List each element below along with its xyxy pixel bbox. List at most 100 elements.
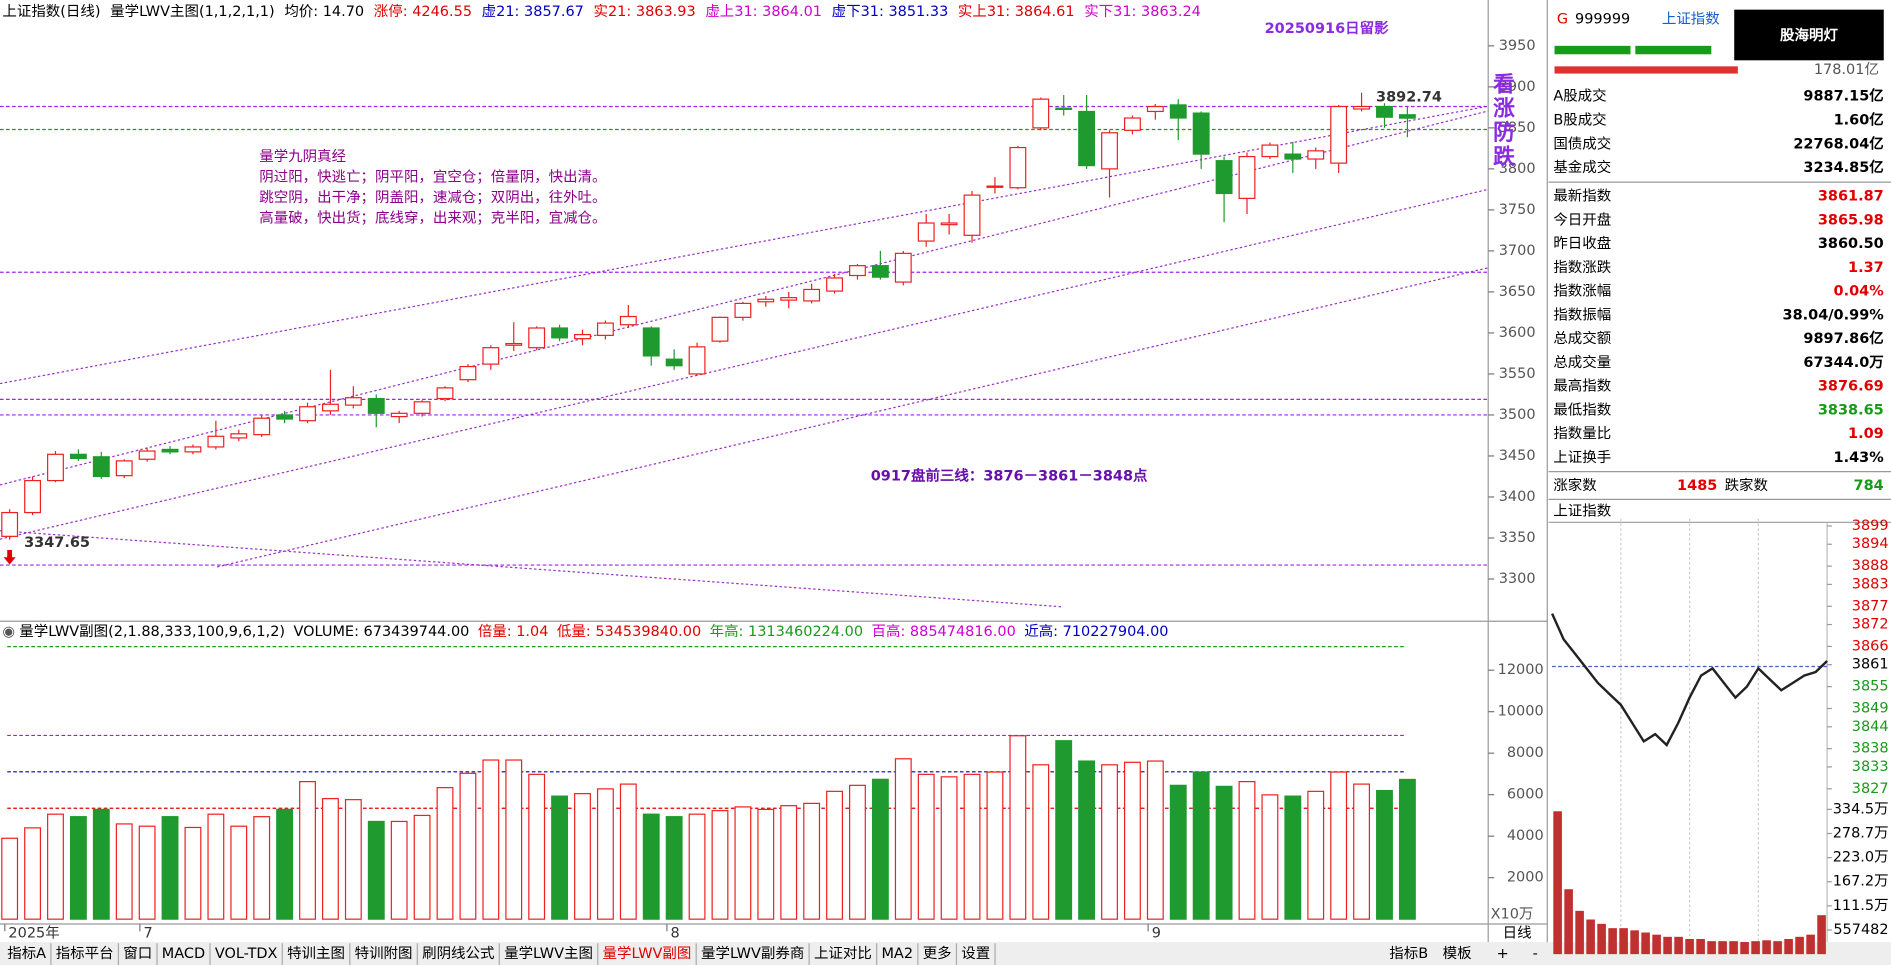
tab[interactable]: 刷阴线公式 [422,945,494,962]
y-tick-label: 3600 [1499,325,1536,341]
volume-bar [986,771,1004,920]
volume-bar [596,788,614,920]
volume-bar [207,813,225,920]
y-tick-label: 3950 [1499,38,1536,54]
y-tick-label: 278.7万 [1833,825,1889,841]
y-tick-label: 3844 [1852,719,1889,735]
intraday-volume-bar [1806,934,1815,955]
y-tick-label: 3877 [1852,598,1889,614]
intraday-volume-bar [1718,941,1727,955]
tab[interactable]: 模板 [1443,944,1472,962]
y-tick-label: 3500 [1499,407,1536,423]
candle-body [505,342,523,346]
volume-bar [1055,740,1073,920]
y-tick-label: 3800 [1499,161,1536,177]
tab[interactable]: 设置 [961,945,990,962]
header-item: 百高: 885474816.00 [872,623,1016,640]
tab[interactable]: 量学LWV副券商 [701,945,804,962]
tab[interactable]: 更多 [923,945,952,962]
volume-bar [344,799,362,920]
y-tick-label: 3888 [1852,558,1889,574]
tab[interactable]: 指标平台 [56,945,114,962]
intraday-volume-bar [1762,940,1771,955]
header-item: 涨停: 4246.55 [374,3,472,20]
row-label: 最高指数 [1553,378,1611,395]
volume-bar [1101,764,1118,920]
badge: G [1557,11,1568,27]
watermark: 股海明灯 [1780,26,1838,44]
intraday-volume-bar [1597,923,1606,955]
row-label: 上证换手 [1553,449,1611,466]
candle-body [390,412,408,418]
x-tick-label: 2025年 [8,925,59,942]
x-tick-label: 7 [144,926,153,942]
pane-marker: ◉ [2,624,15,640]
volume-bar [871,778,889,920]
row-label: 总成交额 [1553,329,1611,347]
candle-body [184,446,202,453]
intraday-volume-bar [1707,941,1716,955]
volume-bar [1009,735,1027,920]
volume-bar [1032,764,1050,920]
tab[interactable]: 指标A [7,945,46,962]
tab[interactable]: VOL-TDX [215,946,278,962]
volume-bar [711,810,729,920]
breadth-value: 1485 [1677,478,1717,494]
candle-body [894,252,912,283]
tab[interactable]: 量学LWV主图 [504,945,593,962]
row-label: 最低指数 [1553,401,1611,418]
row-value: 1.60亿 [1834,110,1884,128]
y-tick-label: 3899 [1852,518,1889,534]
candle-body [917,222,935,242]
tab[interactable]: 指标B [1389,945,1428,962]
volume-bar [276,808,294,920]
intraday-volume-bar [1564,889,1573,955]
tab[interactable]: 特训主图 [287,945,345,962]
y-tick-label: 3650 [1499,284,1536,300]
candle-body [780,297,798,301]
period[interactable]: 日线 [1503,925,1532,942]
y-tick-label: 167.2万 [1833,874,1889,890]
breadth-label: 跌家数 [1725,477,1769,494]
volume-bar [665,816,683,920]
tab[interactable]: 窗口 [123,944,152,962]
volume-bar [92,808,110,920]
y-tick-label: 3849 [1852,701,1889,717]
candle-body [1055,107,1073,110]
row-value: 3861.87 [1818,189,1884,205]
tab[interactable]: MA2 [881,946,913,962]
volume-bar [940,776,958,920]
row-label: 总成交量 [1553,353,1611,371]
volume-bar [413,814,431,920]
volume-bar [322,798,339,920]
y-tick-label: 3883 [1852,576,1889,592]
zoom-button[interactable]: - [1533,946,1538,962]
candle-body [940,222,958,226]
candle-body [1307,150,1325,160]
y-tick-label: 8000 [1507,745,1544,761]
candle-body [207,435,225,448]
intraday-volume-bar [1729,941,1738,955]
row-value: 3865.98 [1818,212,1884,228]
tab[interactable]: MACD [162,946,205,962]
y-tick-label: 3827 [1852,781,1889,797]
row-label: 指数量比 [1553,425,1611,442]
volume-bar [138,825,156,920]
candle-body [1192,112,1210,155]
tab[interactable]: 特训附图 [355,945,413,962]
tab[interactable]: 上证对比 [814,945,872,962]
intraday-volume-bar [1652,934,1661,955]
intraday-volume-bar [1619,928,1628,955]
intraday-volume-bar [1751,941,1760,955]
annotation: 3892.74 [1376,90,1442,106]
intraday-volume-bar [1696,938,1705,955]
y-tick-label: 6000 [1507,787,1544,803]
candle-body [138,450,156,460]
row-value: 22768.04亿 [1793,134,1883,152]
intraday-volume-bar [1630,930,1639,955]
zoom-button[interactable]: + [1497,946,1509,962]
volume-bar [253,816,271,920]
tab[interactable]: 量学LWV副图 [603,945,692,962]
candle-body [665,358,683,367]
y-tick-label: 3900 [1499,79,1536,95]
